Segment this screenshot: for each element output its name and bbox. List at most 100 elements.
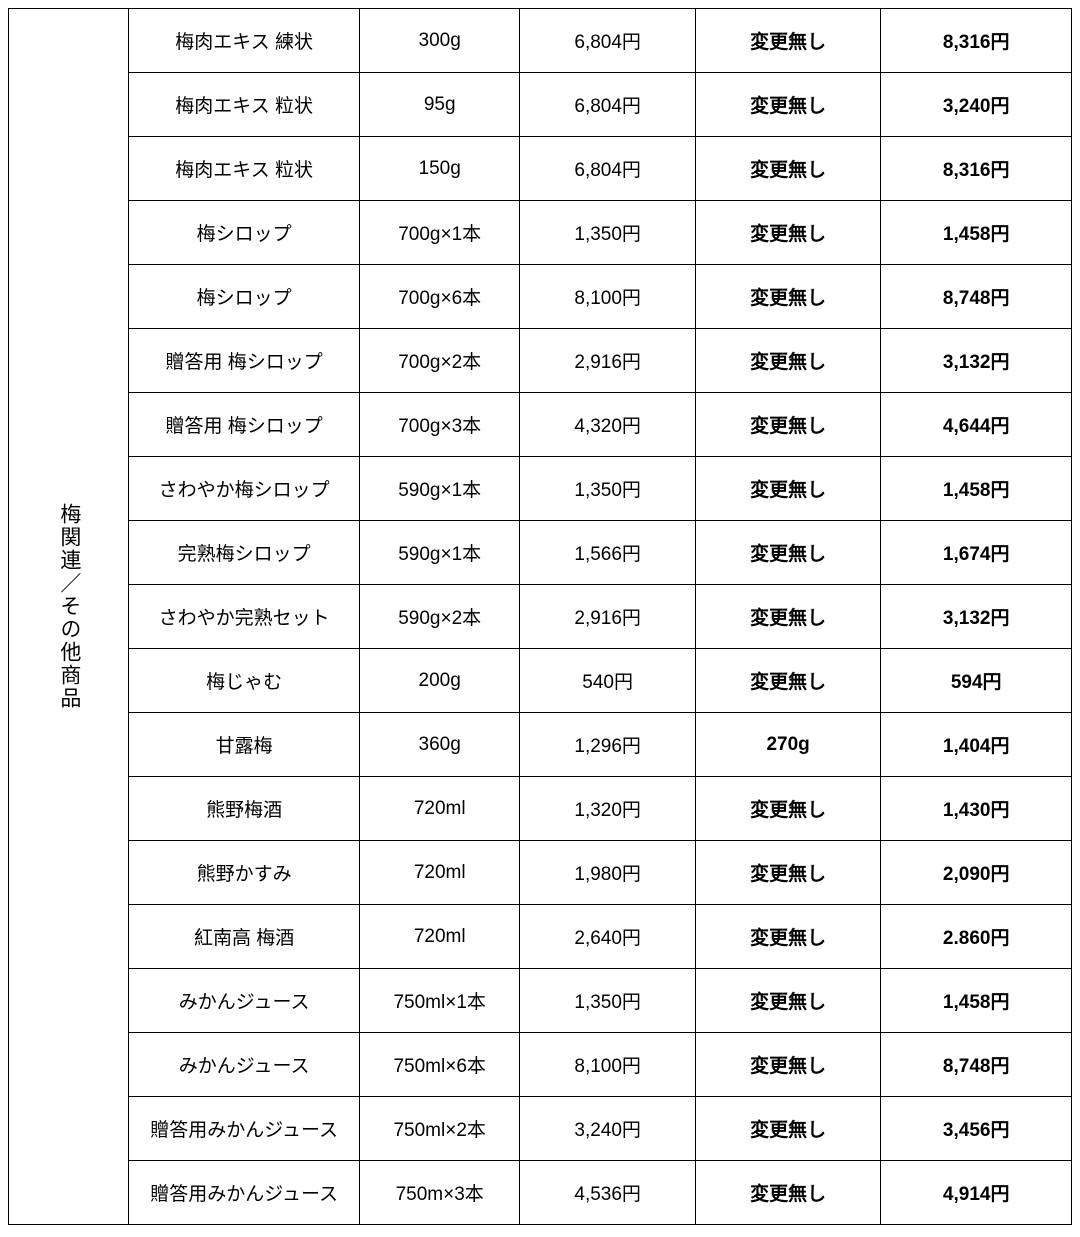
- table-row: 甘露梅360g1,296円270g1,404円: [9, 713, 1072, 777]
- change-cell: 変更無し: [695, 905, 881, 969]
- price-table-body: 梅関連／その他商品梅肉エキス 練状300g6,804円変更無し8,316円梅肉エ…: [9, 9, 1072, 1225]
- change-cell: 変更無し: [695, 137, 881, 201]
- product-name-cell: みかんジュース: [129, 969, 360, 1033]
- product-name-cell: 贈答用みかんジュース: [129, 1161, 360, 1225]
- table-row: 梅シロップ700g×6本8,100円変更無し8,748円: [9, 265, 1072, 329]
- table-row: みかんジュース750ml×6本8,100円変更無し8,748円: [9, 1033, 1072, 1097]
- table-row: 梅じゃむ200g540円変更無し594円: [9, 649, 1072, 713]
- change-cell: 変更無し: [695, 265, 881, 329]
- size-cell: 590g×1本: [359, 457, 519, 521]
- change-cell: 変更無し: [695, 73, 881, 137]
- size-cell: 360g: [359, 713, 519, 777]
- old-price-cell: 1,350円: [520, 457, 695, 521]
- product-name-cell: 梅肉エキス 粒状: [129, 73, 360, 137]
- product-name-cell: さわやか完熟セット: [129, 585, 360, 649]
- size-cell: 750ml×1本: [359, 969, 519, 1033]
- product-name-cell: 梅シロップ: [129, 265, 360, 329]
- change-cell: 変更無し: [695, 1097, 881, 1161]
- change-cell: 変更無し: [695, 649, 881, 713]
- table-row: 贈答用みかんジュース750ml×2本3,240円変更無し3,456円: [9, 1097, 1072, 1161]
- change-cell: 変更無し: [695, 969, 881, 1033]
- size-cell: 590g×2本: [359, 585, 519, 649]
- new-price-cell: 1,458円: [881, 457, 1072, 521]
- old-price-cell: 2,640円: [520, 905, 695, 969]
- old-price-cell: 4,536円: [520, 1161, 695, 1225]
- table-row: 熊野かすみ720ml1,980円変更無し2,090円: [9, 841, 1072, 905]
- new-price-cell: 8,316円: [881, 137, 1072, 201]
- old-price-cell: 1,980円: [520, 841, 695, 905]
- size-cell: 700g×3本: [359, 393, 519, 457]
- old-price-cell: 1,320円: [520, 777, 695, 841]
- new-price-cell: 1,404円: [881, 713, 1072, 777]
- change-cell: 変更無し: [695, 585, 881, 649]
- old-price-cell: 3,240円: [520, 1097, 695, 1161]
- change-cell: 変更無し: [695, 9, 881, 73]
- change-cell: 変更無し: [695, 841, 881, 905]
- category-cell: 梅関連／その他商品: [9, 9, 129, 1225]
- size-cell: 750ml×2本: [359, 1097, 519, 1161]
- category-label: 梅関連／その他商品: [43, 503, 93, 710]
- new-price-cell: 4,914円: [881, 1161, 1072, 1225]
- size-cell: 720ml: [359, 841, 519, 905]
- new-price-cell: 594円: [881, 649, 1072, 713]
- old-price-cell: 2,916円: [520, 329, 695, 393]
- new-price-cell: 1,674円: [881, 521, 1072, 585]
- new-price-cell: 3,456円: [881, 1097, 1072, 1161]
- product-name-cell: 紅南高 梅酒: [129, 905, 360, 969]
- new-price-cell: 3,132円: [881, 329, 1072, 393]
- new-price-cell: 2,090円: [881, 841, 1072, 905]
- product-name-cell: 梅シロップ: [129, 201, 360, 265]
- change-cell: 変更無し: [695, 457, 881, 521]
- new-price-cell: 3,240円: [881, 73, 1072, 137]
- product-name-cell: 贈答用 梅シロップ: [129, 393, 360, 457]
- new-price-cell: 3,132円: [881, 585, 1072, 649]
- table-row: 梅シロップ700g×1本1,350円変更無し1,458円: [9, 201, 1072, 265]
- size-cell: 95g: [359, 73, 519, 137]
- product-name-cell: 熊野かすみ: [129, 841, 360, 905]
- old-price-cell: 1,296円: [520, 713, 695, 777]
- table-row: さわやか完熟セット590g×2本2,916円変更無し3,132円: [9, 585, 1072, 649]
- size-cell: 590g×1本: [359, 521, 519, 585]
- table-row: 梅肉エキス 粒状95g6,804円変更無し3,240円: [9, 73, 1072, 137]
- old-price-cell: 540円: [520, 649, 695, 713]
- old-price-cell: 2,916円: [520, 585, 695, 649]
- size-cell: 300g: [359, 9, 519, 73]
- new-price-cell: 1,430円: [881, 777, 1072, 841]
- change-cell: 変更無し: [695, 329, 881, 393]
- product-name-cell: 贈答用 梅シロップ: [129, 329, 360, 393]
- new-price-cell: 1,458円: [881, 201, 1072, 265]
- old-price-cell: 4,320円: [520, 393, 695, 457]
- old-price-cell: 8,100円: [520, 1033, 695, 1097]
- table-row: 梅関連／その他商品梅肉エキス 練状300g6,804円変更無し8,316円: [9, 9, 1072, 73]
- new-price-cell: 4,644円: [881, 393, 1072, 457]
- table-row: 贈答用みかんジュース750m×3本4,536円変更無し4,914円: [9, 1161, 1072, 1225]
- product-name-cell: みかんジュース: [129, 1033, 360, 1097]
- table-row: さわやか梅シロップ590g×1本1,350円変更無し1,458円: [9, 457, 1072, 521]
- change-cell: 変更無し: [695, 201, 881, 265]
- size-cell: 700g×2本: [359, 329, 519, 393]
- table-row: 紅南高 梅酒720ml2,640円変更無し2.860円: [9, 905, 1072, 969]
- change-cell: 変更無し: [695, 521, 881, 585]
- new-price-cell: 1,458円: [881, 969, 1072, 1033]
- old-price-cell: 6,804円: [520, 9, 695, 73]
- new-price-cell: 8,316円: [881, 9, 1072, 73]
- old-price-cell: 1,350円: [520, 201, 695, 265]
- size-cell: 720ml: [359, 777, 519, 841]
- table-row: 贈答用 梅シロップ700g×2本2,916円変更無し3,132円: [9, 329, 1072, 393]
- old-price-cell: 1,350円: [520, 969, 695, 1033]
- new-price-cell: 8,748円: [881, 265, 1072, 329]
- size-cell: 700g×1本: [359, 201, 519, 265]
- product-name-cell: 熊野梅酒: [129, 777, 360, 841]
- new-price-cell: 8,748円: [881, 1033, 1072, 1097]
- table-row: 完熟梅シロップ590g×1本1,566円変更無し1,674円: [9, 521, 1072, 585]
- size-cell: 750m×3本: [359, 1161, 519, 1225]
- old-price-cell: 6,804円: [520, 137, 695, 201]
- size-cell: 720ml: [359, 905, 519, 969]
- size-cell: 700g×6本: [359, 265, 519, 329]
- old-price-cell: 1,566円: [520, 521, 695, 585]
- change-cell: 変更無し: [695, 1161, 881, 1225]
- change-cell: 270g: [695, 713, 881, 777]
- product-name-cell: 完熟梅シロップ: [129, 521, 360, 585]
- product-name-cell: 贈答用みかんジュース: [129, 1097, 360, 1161]
- change-cell: 変更無し: [695, 777, 881, 841]
